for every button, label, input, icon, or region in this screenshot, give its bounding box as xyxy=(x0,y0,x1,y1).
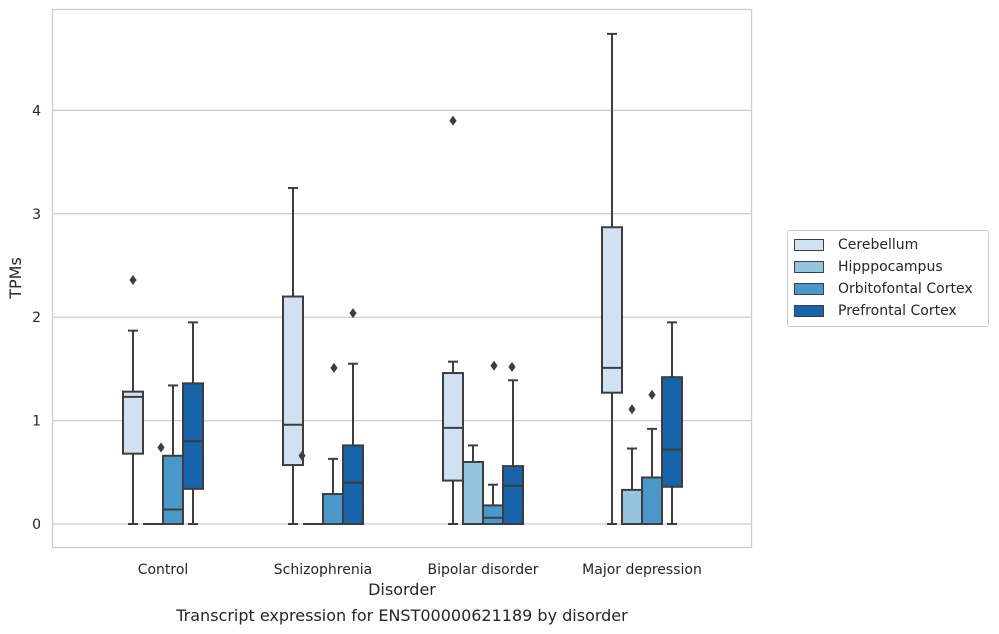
box-cerebellum-major-depression xyxy=(601,32,623,525)
box-iqr xyxy=(621,488,643,525)
series-cerebellum xyxy=(122,32,623,525)
box-iqr xyxy=(162,454,184,526)
legend-swatch-hipppocampus xyxy=(794,261,824,273)
x-tick-label: Major depression xyxy=(582,562,702,578)
outlier-point xyxy=(157,442,165,453)
outlier-point xyxy=(349,308,357,319)
box-prefrontal-cortex-control xyxy=(182,321,204,525)
extra-outliers xyxy=(157,360,516,461)
box-layer xyxy=(122,32,683,526)
legend-label-prefrontal-cortex: Prefrontal Cortex xyxy=(838,303,957,319)
plot-frame xyxy=(51,8,753,549)
legend-swatch-orbitofontal-cortex xyxy=(794,283,824,295)
box-iqr xyxy=(182,382,204,490)
gridlines xyxy=(52,109,751,525)
box-prefrontal-cortex-bipolar-disorder xyxy=(502,379,524,526)
box-iqr xyxy=(442,372,464,482)
outlier-point xyxy=(449,115,457,126)
box-iqr xyxy=(282,295,304,467)
box-cerebellum-control xyxy=(122,274,144,525)
box-iqr xyxy=(462,460,484,525)
x-axis-label: Disorder xyxy=(368,580,436,599)
box-iqr xyxy=(322,493,344,526)
legend-label-cerebellum: Cerebellum xyxy=(838,237,919,253)
y-axis-label: TPMs xyxy=(6,257,25,300)
y-tick-label: 1 xyxy=(32,414,41,430)
box-iqr xyxy=(661,376,683,488)
y-tick-label: 3 xyxy=(32,207,41,223)
x-tick-label: Schizophrenia xyxy=(274,562,372,578)
y-tick-label: 0 xyxy=(32,517,41,533)
box-orbitofontal-cortex-bipolar-disorder xyxy=(482,483,504,525)
outlier-point xyxy=(648,389,656,400)
outlier-point xyxy=(628,404,636,415)
box-iqr xyxy=(502,465,524,526)
box-prefrontal-cortex-schizophrenia xyxy=(342,308,364,525)
outlier-point xyxy=(508,361,516,372)
chart-title: Transcript expression for ENST0000062118… xyxy=(176,606,628,625)
box-hipppocampus-bipolar-disorder xyxy=(462,444,484,525)
box-prefrontal-cortex-major-depression xyxy=(661,321,683,525)
legend-item-hipppocampus: Hipppocampus xyxy=(794,257,943,277)
tick-labels: 0 1 2 3 4 Control Schizophrenia Bipolar disorde… xyxy=(32,103,702,578)
y-tick-label: 4 xyxy=(32,103,41,119)
legend-item-cerebellum: Cerebellum xyxy=(794,235,918,255)
legend: Cerebellum Hipppocampus Orbitofontal Cor… xyxy=(787,230,989,327)
box-iqr xyxy=(641,476,663,525)
legend-label-hipppocampus: Hipppocampus xyxy=(838,259,943,275)
legend-swatch-cerebellum xyxy=(794,239,824,251)
legend-item-orbitofontal-cortex: Orbitofontal Cortex xyxy=(794,279,973,299)
series-prefrontal-cortex xyxy=(182,308,683,526)
box-iqr xyxy=(601,226,623,394)
outlier-point xyxy=(330,362,338,373)
outlier-point xyxy=(298,450,306,461)
box-iqr xyxy=(482,504,504,525)
legend-item-prefrontal-cortex: Prefrontal Cortex xyxy=(794,301,957,321)
box-orbitofontal-cortex-control xyxy=(162,384,184,526)
x-tick-label: Control xyxy=(138,562,189,578)
outlier-point xyxy=(129,274,137,285)
y-tick-label: 2 xyxy=(32,310,41,326)
box-cerebellum-bipolar-disorder xyxy=(442,115,464,525)
box-cerebellum-schizophrenia xyxy=(282,186,304,525)
box-hipppocampus-major-depression xyxy=(621,404,643,525)
box-orbitofontal-cortex-major-depression xyxy=(641,389,663,525)
legend-swatch-prefrontal-cortex xyxy=(794,305,824,317)
x-tick-label: Bipolar disorder xyxy=(427,562,538,578)
outlier-point xyxy=(490,360,498,371)
series-orbitofontal-cortex xyxy=(162,384,663,526)
box-iqr xyxy=(342,444,364,525)
box-orbitofontal-cortex-schizophrenia xyxy=(322,457,344,526)
series-hipppocampus xyxy=(143,404,643,525)
box-iqr xyxy=(122,390,144,455)
legend-label-orbitofontal-cortex: Orbitofontal Cortex xyxy=(838,281,973,297)
